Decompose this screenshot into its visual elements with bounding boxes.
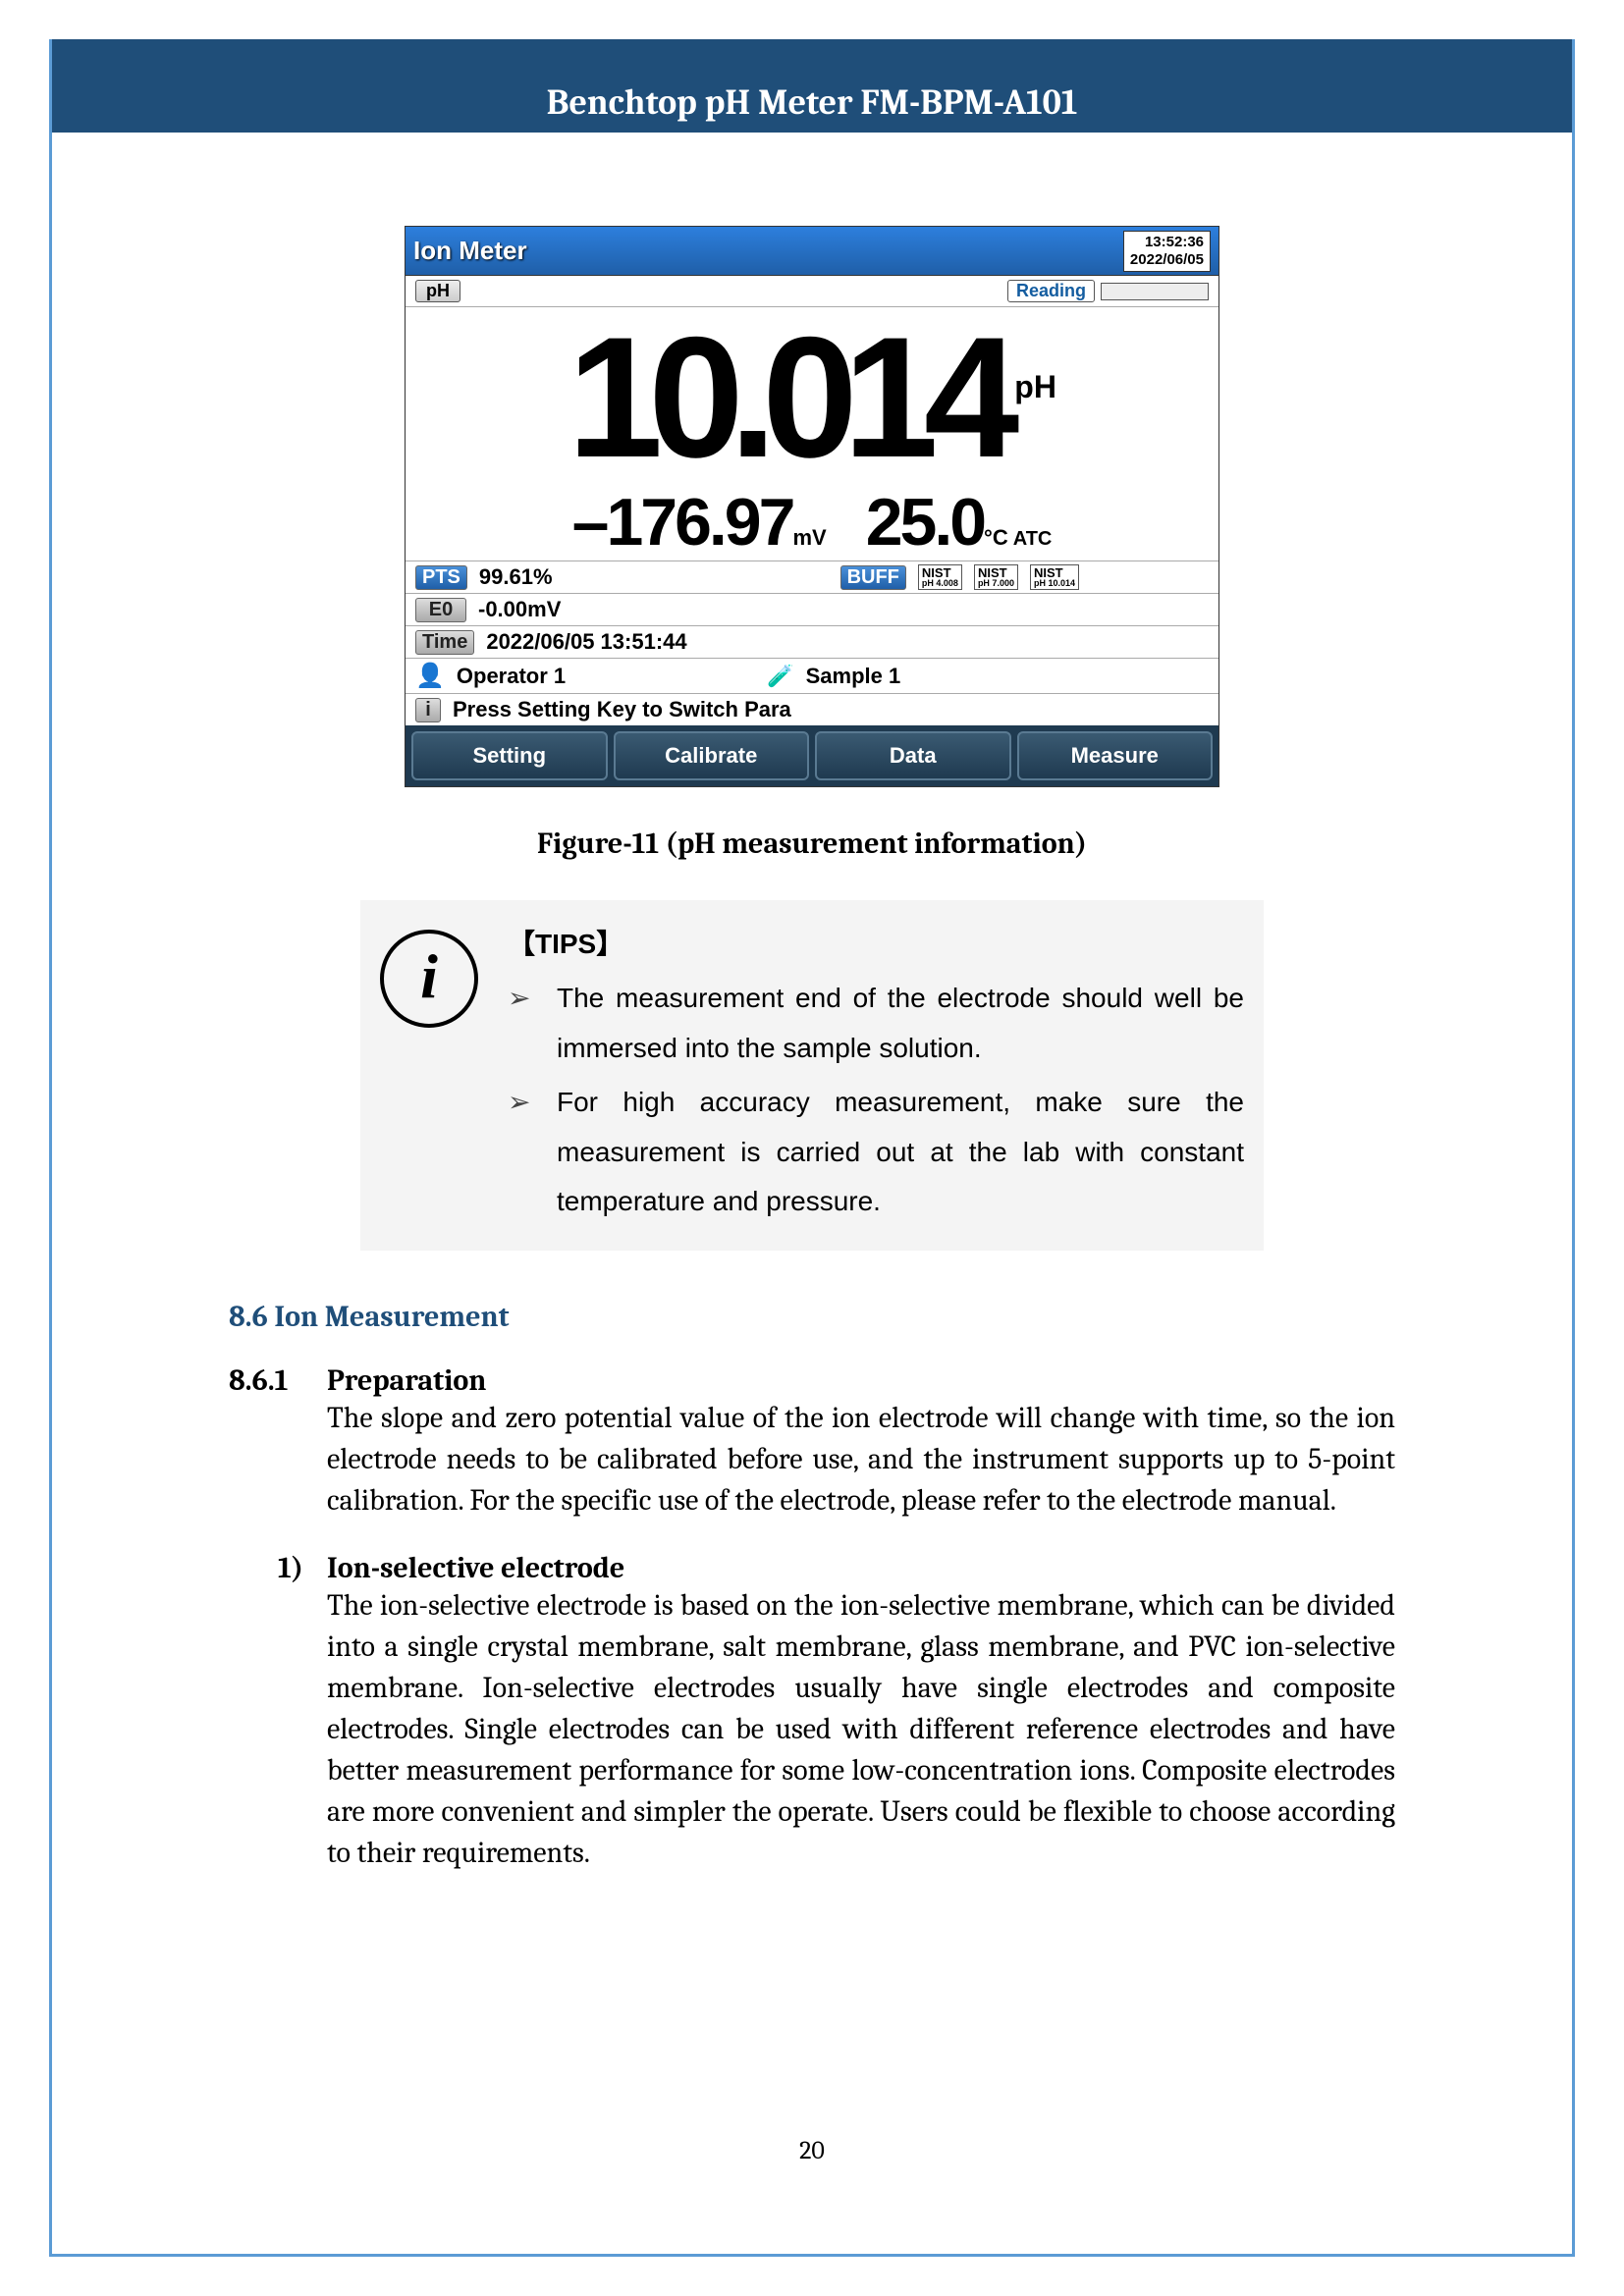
clock-date: 2022/06/05 <box>1130 251 1204 269</box>
figure-caption: Figure-11 (pH measurement information) <box>101 827 1523 861</box>
reading-progress <box>1101 283 1209 300</box>
measure-button[interactable]: Measure <box>1017 731 1214 780</box>
e0-value: -0.00mV <box>478 597 561 622</box>
tips-item-text: For high accuracy measurement, make sure… <box>557 1078 1244 1226</box>
device-clock: 13:52:36 2022/06/05 <box>1123 231 1211 272</box>
device-screenshot: Ion Meter 13:52:36 2022/06/05 pH Reading… <box>405 226 1219 787</box>
temp-tag: ATC <box>1013 528 1053 550</box>
section-num: 8.6 <box>229 1300 268 1334</box>
list-item-body: The ion-selective electrode is based on … <box>327 1585 1395 1874</box>
bullet-icon: ➢ <box>508 1078 557 1226</box>
clock-time: 13:52:36 <box>1130 234 1204 251</box>
e0-tag: E0 <box>415 598 466 622</box>
page-border: Benchtop pH Meter FM-BPM-A101 Ion Meter … <box>49 39 1575 2257</box>
list-item-1: 1) Ion-selective electrode The ion-selec… <box>229 1551 1395 1874</box>
sample-icon: 🧪 <box>767 664 793 689</box>
temp-unit: °C <box>984 525 1008 550</box>
section-heading: 8.6 Ion Measurement <box>229 1300 1395 1334</box>
bullet-icon: ➢ <box>508 974 557 1073</box>
main-display: 10.014 pH –176.97mV 25.0°CATC <box>406 307 1218 561</box>
info-icon: i <box>415 698 441 722</box>
pts-row: PTS 99.61% BUFF NISTpH 4.008 NISTpH 7.00… <box>406 561 1218 594</box>
list-item-title: Ion-selective electrode <box>327 1551 624 1585</box>
nist-box-1: NISTpH 4.008 <box>918 564 962 590</box>
tips-item: ➢ The measurement end of the electrode s… <box>508 974 1244 1073</box>
subsection-title: Preparation <box>327 1363 486 1398</box>
sub-readings: –176.97mV 25.0°CATC <box>425 484 1199 561</box>
tips-body: 【TIPS】 ➢ The measurement end of the elec… <box>508 920 1244 1231</box>
mv-value: –176.97 <box>572 485 793 560</box>
time-row: Time 2022/06/05 13:51:44 <box>406 626 1218 659</box>
subsection-heading: 8.6.1 Preparation <box>229 1363 1395 1398</box>
main-unit: pH <box>1014 369 1056 404</box>
subsection: 8.6.1 Preparation The slope and zero pot… <box>229 1363 1395 1522</box>
tips-item: ➢ For high accuracy measurement, make su… <box>508 1078 1244 1226</box>
mv-unit: mV <box>792 525 826 550</box>
tips-box: i 【TIPS】 ➢ The measurement end of the el… <box>360 900 1264 1251</box>
subsection-body: The slope and zero potential value of th… <box>327 1398 1395 1522</box>
tips-title: 【TIPS】 <box>508 920 1244 969</box>
info-rows: PTS 99.61% BUFF NISTpH 4.008 NISTpH 7.00… <box>406 561 1218 725</box>
setting-button[interactable]: Setting <box>411 731 608 780</box>
hint-row: i Press Setting Key to Switch Para <box>406 694 1218 725</box>
page-content: Ion Meter 13:52:36 2022/06/05 pH Reading… <box>101 79 1523 2254</box>
hint-text: Press Setting Key to Switch Para <box>453 697 791 722</box>
list-item-num: 1) <box>278 1551 327 1585</box>
buff-tag: BUFF <box>840 565 906 590</box>
mode-chip: pH <box>415 280 460 302</box>
info-circle-icon: i <box>380 930 478 1028</box>
data-button[interactable]: Data <box>815 731 1011 780</box>
calibrate-button[interactable]: Calibrate <box>614 731 810 780</box>
pts-tag: PTS <box>415 565 467 590</box>
device-title: Ion Meter <box>413 236 527 266</box>
device-button-bar: Setting Calibrate Data Measure <box>406 725 1218 786</box>
op-sample-row: 👤 Operator 1 🧪 Sample 1 <box>406 659 1218 694</box>
device-title-bar: Ion Meter 13:52:36 2022/06/05 <box>406 227 1218 276</box>
e0-row: E0 -0.00mV <box>406 594 1218 626</box>
time-value: 2022/06/05 13:51:44 <box>486 629 686 655</box>
subsection-num: 8.6.1 <box>229 1363 327 1398</box>
nist-box-2: NISTpH 7.000 <box>974 564 1018 590</box>
temp-value: 25.0 <box>866 485 984 560</box>
operator-icon: 👤 <box>415 662 445 690</box>
time-tag: Time <box>415 630 474 655</box>
main-value: 10.014 <box>568 312 1004 484</box>
sample-label: Sample 1 <box>806 664 901 689</box>
reading-label: Reading <box>1007 280 1095 302</box>
tips-item-text: The measurement end of the electrode sho… <box>557 974 1244 1073</box>
page-number: 20 <box>52 2136 1572 2165</box>
section-title: Ion Measurement <box>274 1300 509 1334</box>
operator-label: Operator 1 <box>457 664 566 689</box>
pts-value: 99.61% <box>479 564 553 590</box>
reading-status: Reading <box>1007 280 1209 302</box>
list-item-heading: 1) Ion-selective electrode <box>229 1551 1395 1585</box>
nist-box-3: NISTpH 10.014 <box>1030 564 1079 590</box>
